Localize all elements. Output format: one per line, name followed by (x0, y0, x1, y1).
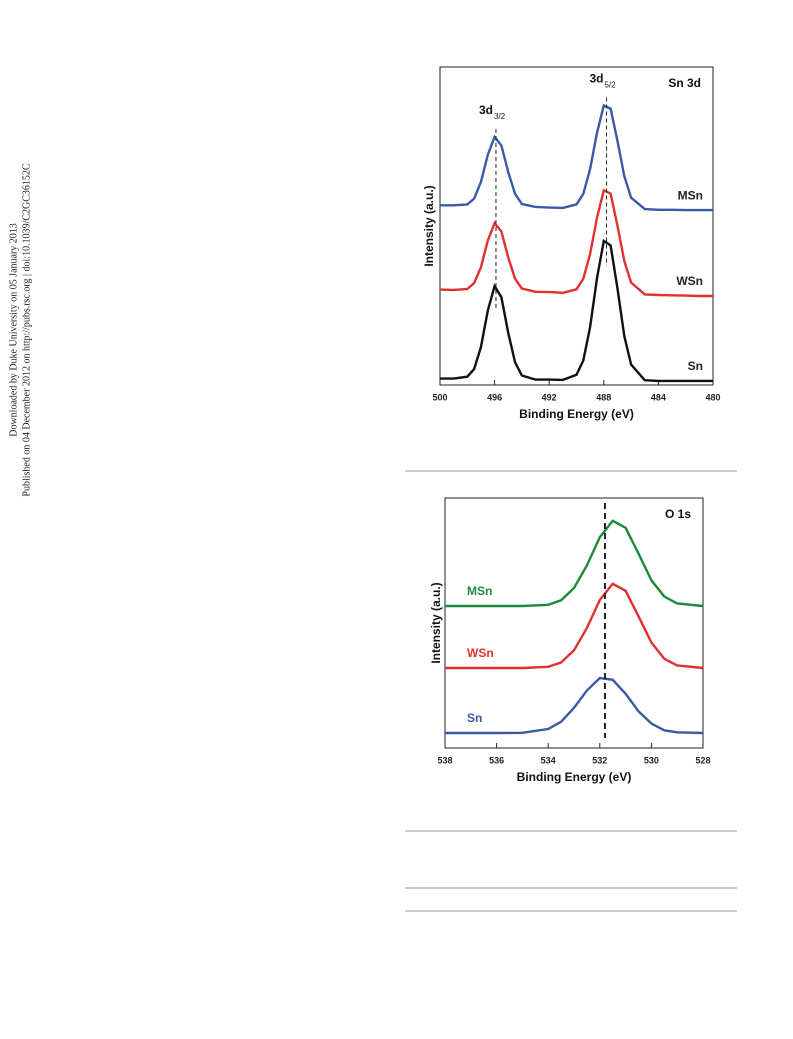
chart-title: Sn 3d (668, 76, 701, 90)
series-line (440, 238, 713, 383)
series-line (445, 676, 704, 735)
x-tick-label: 496 (487, 392, 502, 402)
peak-label-sub: 3/2 (494, 112, 506, 121)
x-tick-label: 528 (695, 755, 710, 765)
x-tick-label: 538 (437, 755, 452, 765)
series-label: Sn (688, 359, 703, 373)
x-tick-label: 532 (592, 755, 607, 765)
series-line (440, 103, 713, 212)
x-tick-label: 530 (644, 755, 659, 765)
peak-label-sub: 5/2 (605, 81, 617, 90)
x-tick-label: 536 (489, 755, 504, 765)
x-tick-label: 492 (542, 392, 557, 402)
x-axis-title: Binding Energy (eV) (517, 770, 632, 784)
x-tick-label: 534 (541, 755, 556, 765)
plot-frame (444, 497, 704, 749)
series-line (445, 582, 704, 670)
sidebar-line: Published on 04 December 2012 on http://… (21, 163, 32, 497)
series-label: WSn (676, 274, 703, 288)
x-tick-label: 488 (596, 392, 611, 402)
sidebar: Downloaded by Duke University on 05 Janu… (8, 163, 32, 497)
y-axis-title: Intensity (a.u.) (422, 185, 436, 266)
peak-label: 3d (590, 72, 604, 86)
plot-frame (439, 66, 714, 386)
x-tick-label: 480 (705, 392, 720, 402)
series-label: WSn (467, 646, 494, 660)
peak-label: 3d (479, 103, 493, 117)
x-axis-title: Binding Energy (eV) (519, 407, 634, 421)
x-tick-label: 500 (432, 392, 447, 402)
y-axis-title: Intensity (a.u.) (429, 582, 443, 663)
x-tick-label: 484 (651, 392, 666, 402)
series-label: MSn (467, 584, 492, 598)
series-line (445, 519, 704, 608)
chart-title: O 1s (665, 507, 691, 521)
series-label: Sn (467, 711, 482, 725)
series-line (439, 188, 713, 298)
sidebar-line: Downloaded by Duke University on 05 Janu… (8, 223, 19, 437)
series-label: MSn (678, 188, 703, 202)
